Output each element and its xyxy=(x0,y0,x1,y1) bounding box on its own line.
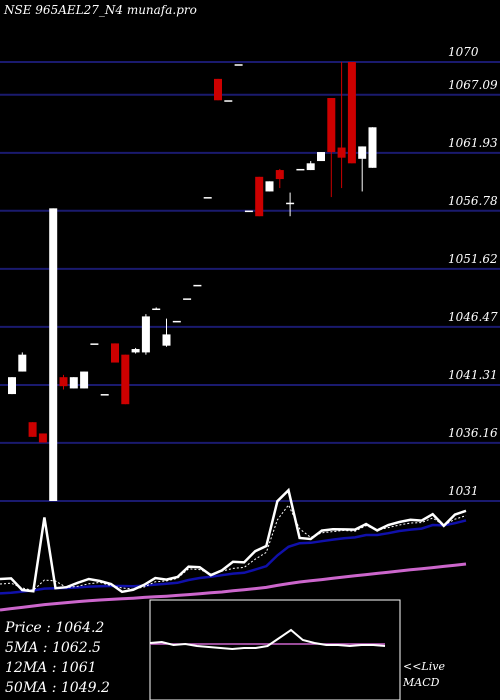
ma5-line xyxy=(0,504,467,591)
candle-body xyxy=(8,377,16,395)
macd-live-label: <<Live xyxy=(403,660,445,673)
candle-body xyxy=(203,197,212,199)
y-tick-label: 1041.31 xyxy=(448,368,498,382)
candle-body xyxy=(306,163,315,171)
y-tick-label: 1067.09 xyxy=(448,78,498,92)
candle-body xyxy=(152,308,161,311)
candle-body xyxy=(162,334,171,346)
candle-body xyxy=(347,62,356,164)
price-label: Price : 1064.2 xyxy=(4,620,104,636)
candle-body xyxy=(111,343,119,363)
candle-body xyxy=(286,202,295,205)
candle-body xyxy=(327,98,336,153)
candle-body xyxy=(193,284,202,287)
candle-body xyxy=(234,64,243,66)
candle-body xyxy=(368,127,377,168)
candle-body xyxy=(49,208,58,502)
ma5-label: 5MA : 1062.5 xyxy=(5,640,101,656)
ma50-line xyxy=(0,562,467,612)
candle-body xyxy=(296,168,305,171)
y-tick-label: 1070 xyxy=(448,45,479,59)
y-tick-label: 1046.47 xyxy=(448,310,498,324)
macd-line xyxy=(149,628,386,651)
macd-panel xyxy=(149,599,401,700)
candle-body xyxy=(80,371,89,389)
candle-body xyxy=(90,343,99,345)
candle-body xyxy=(214,78,222,101)
candle-body xyxy=(59,377,68,387)
candlestick-series xyxy=(8,62,377,502)
candle-body xyxy=(265,181,274,192)
candle-body xyxy=(244,210,253,213)
candle-body xyxy=(69,377,78,389)
candle-body xyxy=(172,320,181,323)
ma50-label: 50MA : 1049.2 xyxy=(5,680,110,696)
price-line xyxy=(0,487,467,594)
y-axis-tick-labels: 1070 1067.09 1061.93 1056.78 1051.62 1046.47 1… xyxy=(448,45,498,498)
y-tick-label: 1031 xyxy=(448,484,479,498)
ma12-label: 12MA : 1061 xyxy=(5,660,97,676)
price-grid xyxy=(0,61,500,502)
candle-body xyxy=(38,433,47,443)
candle-body xyxy=(358,146,367,159)
candle-body xyxy=(28,422,37,437)
candle-body xyxy=(224,100,233,102)
y-tick-label: 1056.78 xyxy=(448,194,498,208)
candle-body xyxy=(275,170,284,180)
candle-body xyxy=(100,394,109,396)
candle-body xyxy=(183,298,192,300)
macd-box xyxy=(149,599,401,700)
candle-body xyxy=(255,176,264,217)
candle-body xyxy=(141,316,150,353)
macd-label: MACD xyxy=(402,676,440,689)
y-tick-label: 1061.93 xyxy=(448,136,498,150)
indicator-legend: Price : 1064.2 5MA : 1062.5 12MA : 1061 … xyxy=(4,620,110,696)
candle-body xyxy=(317,152,325,162)
candle-body xyxy=(18,354,27,372)
y-tick-label: 1036.16 xyxy=(448,426,498,440)
candle-body xyxy=(337,147,346,158)
chart-title: NSE 965AEL27_N4 munafa.pro xyxy=(3,3,197,17)
ma12-line xyxy=(0,519,467,595)
indicator-panel xyxy=(0,487,467,612)
y-tick-label: 1051.62 xyxy=(448,252,498,266)
candle-body xyxy=(131,349,140,353)
candle-body xyxy=(121,354,130,405)
